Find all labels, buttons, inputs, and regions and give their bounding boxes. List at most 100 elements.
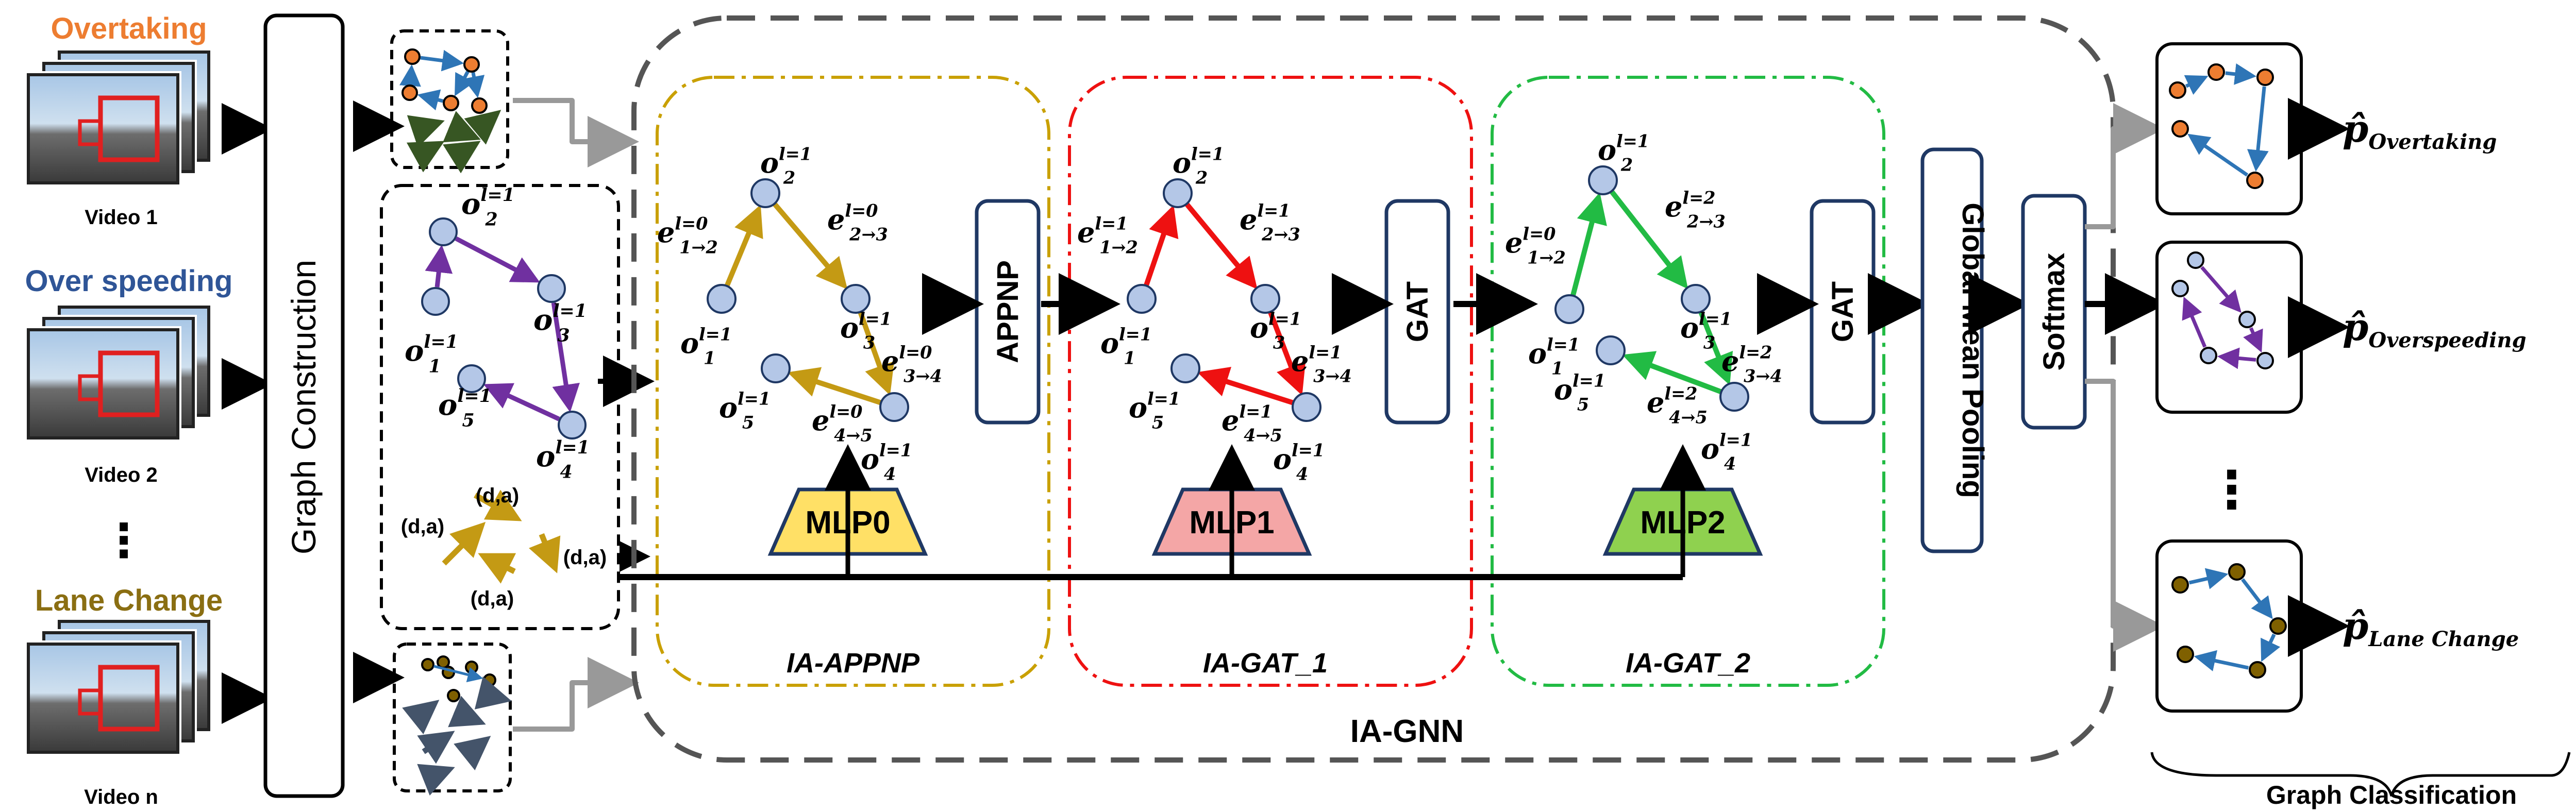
output-node (2256, 352, 2274, 369)
probability-label: p̂Lane Change (2343, 604, 2519, 651)
graph-edge (1698, 311, 1733, 385)
class-label-0: Overtaking (51, 12, 207, 45)
overtaking-node (463, 56, 480, 73)
graph-edge (2241, 578, 2273, 619)
lanechange-node (465, 661, 478, 674)
stage-ia-gat_2: IA-GAT_2 ol=1 1 ol=1 2 ol=1 3 ol=1 4 ol=1 5 el=0 1→2… (1491, 76, 1885, 687)
gnn-node-label-5: ol=1 5 (719, 389, 771, 433)
video-stack-1 (25, 303, 212, 442)
graph-edge (2188, 568, 2229, 589)
math-text: ol=1 4 (1701, 430, 1752, 474)
graph-edge (463, 72, 485, 98)
overtaking-node (404, 48, 421, 65)
graph-edge (773, 202, 848, 290)
graph-edge (455, 71, 475, 96)
edge-label-2: el=2 2→3 (1665, 188, 1726, 232)
gnn-node-4 (1719, 382, 1749, 412)
math-text: ol=1 5 (719, 389, 771, 433)
gnn-node-4 (879, 392, 909, 422)
edge-label-3: el=2 3→4 (1721, 343, 1782, 386)
graph-edge (420, 49, 464, 72)
graph-edge (2194, 650, 2249, 671)
graph-edge (2261, 633, 2281, 662)
math-text: ol=1 5 (1129, 389, 1180, 433)
math-text: ol=1 2 (1598, 131, 1649, 175)
graph-edge (464, 110, 501, 145)
graph-edge (455, 236, 540, 283)
graph-classification-caption: Graph Classification (2266, 781, 2517, 809)
graph-edge (474, 489, 522, 521)
output-node (2171, 120, 2189, 138)
output-node (2269, 617, 2287, 635)
class-label-1: Over speeding (25, 264, 233, 298)
graph-edge (483, 383, 560, 421)
edge-label-1: el=1 1→2 (1077, 214, 1138, 258)
graph-construction-block (263, 13, 345, 798)
output-node (2169, 81, 2186, 99)
edge-attr-label-0: (d,a) (401, 515, 444, 538)
graph-edge (858, 311, 894, 396)
edge-label-4: el=2 4→5 (1647, 384, 1708, 428)
block-label: APPNP (991, 260, 1025, 363)
video-caption-1: Video 2 (85, 464, 158, 486)
math-text: ol=1 3 (840, 309, 892, 353)
graph-edge (402, 700, 440, 735)
stage-name: IA-GAT_1 (1203, 648, 1328, 679)
gnn-node-label-2: ol=1 2 (760, 144, 812, 188)
math-text: el=2 4→5 (1647, 384, 1708, 428)
graph-edge (443, 141, 481, 174)
gnn-node-label-3: ol=1 3 (1250, 309, 1301, 353)
output-node (2171, 280, 2189, 297)
video-image (30, 331, 176, 436)
overtaking-node (471, 97, 488, 114)
gnn-node-label-4: ol=1 4 (1273, 441, 1325, 484)
graph-edge (433, 665, 483, 683)
math-text: ol=1 1 (405, 331, 458, 377)
edge-label-4: el=0 4→5 (812, 402, 873, 446)
classification-brace (2150, 752, 2571, 797)
bbox-small (78, 119, 103, 146)
stage-ia-gat_1: IA-GAT_1 ol=1 1 ol=1 2 ol=1 3 ol=1 4 ol=1 5 el=1 1→2… (1068, 76, 1473, 687)
mid-node-label-1: ol=1 1 (405, 331, 458, 377)
graph-edge (2217, 347, 2256, 369)
math-text: el=2 2→3 (1665, 188, 1726, 232)
math-text: ol=1 1 (680, 325, 732, 368)
lanechange-node (421, 658, 434, 671)
edge-label-2: el=0 2→3 (827, 201, 888, 245)
graph-edge (1268, 311, 1306, 396)
gnn-node-3 (1250, 284, 1280, 314)
graph-edge (551, 302, 580, 413)
flow-arrow (2085, 379, 2165, 652)
video-caption-2: Video n (84, 786, 158, 808)
graph-edge (1197, 366, 1294, 406)
bbox-small (78, 688, 103, 716)
graph-edge (1570, 192, 1607, 296)
graph-edge (787, 367, 881, 406)
video-image (30, 76, 176, 181)
math-text: el=0 3→4 (881, 343, 942, 386)
lanechange-node (437, 655, 450, 669)
math-text: ol=1 2 (461, 184, 515, 230)
gnn-node-2 (1163, 178, 1193, 208)
output-node (2171, 576, 2189, 594)
mid-node-label-5: ol=1 5 (438, 385, 492, 431)
output-graph-0: p̂Overtaking (2155, 42, 2497, 215)
graph-edge (2247, 86, 2269, 172)
graph-edge (478, 553, 516, 584)
edge-attr-label-1: (d,a) (476, 484, 519, 507)
gnn-node-label-4: ol=1 4 (861, 441, 912, 484)
gnn-node-label-3: ol=1 3 (1680, 309, 1732, 353)
gnn-node-2 (750, 178, 780, 208)
mid-node-label-3: ol=1 3 (533, 300, 587, 346)
graph-edge (2187, 133, 2249, 177)
edge-label-1: el=0 1→2 (657, 214, 718, 258)
block-label: GAT (1826, 281, 1860, 342)
edge-label-2: el=1 2→3 (1240, 201, 1300, 245)
video-caption-0: Video 1 (85, 206, 158, 229)
stage-name: IA-GAT_2 (1626, 648, 1750, 679)
graph-edge (417, 731, 455, 764)
gnn-node-label-1: ol=1 1 (1100, 325, 1152, 368)
gnn-node-5 (761, 353, 791, 383)
graph-edge (2182, 296, 2207, 348)
